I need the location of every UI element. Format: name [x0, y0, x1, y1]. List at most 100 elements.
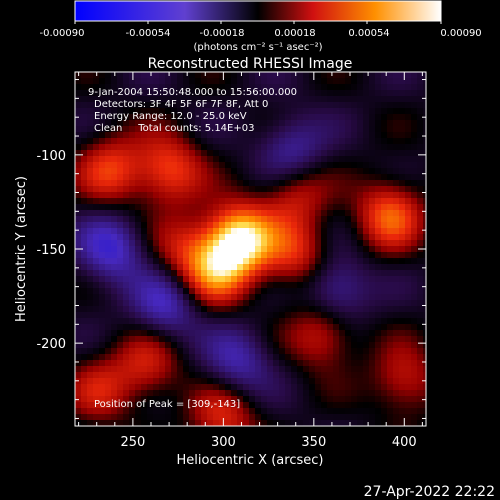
heatmap-cell: [177, 282, 184, 289]
heatmap-cell: [177, 276, 184, 283]
heatmap-cell: [243, 420, 250, 426]
heatmap-cell: [255, 210, 262, 217]
heatmap-cell: [183, 270, 190, 277]
heatmap-cell: [195, 306, 202, 313]
heatmap-cell: [105, 276, 112, 283]
heatmap-cell: [279, 378, 286, 385]
heatmap-cell: [147, 408, 154, 415]
heatmap-cell: [177, 240, 184, 247]
heatmap-cell: [357, 174, 364, 181]
heatmap-cell: [129, 138, 136, 145]
heatmap-cell: [399, 420, 406, 426]
heatmap-cell: [351, 150, 358, 157]
heatmap-cell: [201, 336, 208, 343]
heatmap-cell: [327, 156, 334, 163]
heatmap-cell: [153, 192, 160, 199]
heatmap-cell: [111, 390, 118, 397]
heatmap-cell: [225, 198, 232, 205]
heatmap-cell: [159, 186, 166, 193]
heatmap-cell: [339, 96, 346, 103]
heatmap-cell: [405, 342, 412, 349]
heatmap-cell: [135, 204, 142, 211]
heatmap-cell: [375, 288, 382, 295]
heatmap-cell: [243, 162, 250, 169]
heatmap-cell: [369, 102, 376, 109]
heatmap-cell: [231, 408, 238, 415]
heatmap-cell: [261, 168, 268, 175]
heatmap-cell: [237, 276, 244, 283]
heatmap-cell: [213, 96, 220, 103]
heatmap-cell: [123, 240, 130, 247]
heatmap-cell: [147, 324, 154, 331]
heatmap-cell: [423, 372, 426, 379]
heatmap-cell: [291, 384, 298, 391]
heatmap-cell: [339, 300, 346, 307]
heatmap-cell: [303, 186, 310, 193]
heatmap-cell: [225, 114, 232, 121]
heatmap-cell: [255, 228, 262, 235]
heatmap-cell: [189, 210, 196, 217]
heatmap-cell: [369, 72, 376, 79]
heatmap-cell: [213, 180, 220, 187]
heatmap-cell: [123, 180, 130, 187]
heatmap-cell: [393, 138, 400, 145]
heatmap-cell: [105, 360, 112, 367]
heatmap-cell: [165, 300, 172, 307]
heatmap-cell: [273, 414, 280, 421]
heatmap-cell: [159, 228, 166, 235]
heatmap-cell: [165, 378, 172, 385]
heatmap-cell: [399, 198, 406, 205]
heatmap-cell: [111, 192, 118, 199]
heatmap-cell: [231, 72, 238, 79]
heatmap-cell: [411, 396, 418, 403]
heatmap-cell: [135, 288, 142, 295]
heatmap-cell: [411, 282, 418, 289]
heatmap-cell: [345, 168, 352, 175]
heatmap-cell: [195, 264, 202, 271]
heatmap-cell: [153, 90, 160, 97]
heatmap-cell: [207, 228, 214, 235]
heatmap-cell: [207, 78, 214, 85]
heatmap-cell: [87, 414, 94, 421]
heatmap-cell: [219, 366, 226, 373]
heatmap-cell: [357, 186, 364, 193]
heatmap-cell: [219, 330, 226, 337]
heatmap-cell: [171, 84, 178, 91]
heatmap-cell: [87, 276, 94, 283]
heatmap-cell: [417, 270, 424, 277]
heatmap-cell: [357, 306, 364, 313]
heatmap-cell: [297, 180, 304, 187]
heatmap-cell: [381, 138, 388, 145]
heatmap-cell: [345, 210, 352, 217]
heatmap-cell: [327, 180, 334, 187]
heatmap-cell: [141, 420, 148, 426]
heatmap-cell: [255, 252, 262, 259]
heatmap-cell: [159, 150, 166, 157]
heatmap-cell: [153, 108, 160, 115]
y-tick-labels: -100 -150 -200: [36, 149, 66, 352]
heatmap-cell: [267, 252, 274, 259]
heatmap-cell: [189, 348, 196, 355]
heatmap-cell: [351, 330, 358, 337]
heatmap-cell: [93, 180, 100, 187]
heatmap-cell: [393, 234, 400, 241]
heatmap-cell: [393, 318, 400, 325]
heatmap-cell: [261, 372, 268, 379]
heatmap-cell: [399, 252, 406, 259]
heatmap-cell: [351, 348, 358, 355]
heatmap-cell: [369, 354, 376, 361]
heatmap-cell: [351, 354, 358, 361]
heatmap-cell: [303, 372, 310, 379]
heatmap-cell: [243, 408, 250, 415]
heatmap-cell: [291, 294, 298, 301]
heatmap-cell: [279, 270, 286, 277]
heatmap-cell: [147, 282, 154, 289]
heatmap-cell: [153, 420, 160, 426]
heatmap-cell: [213, 414, 220, 421]
heatmap-cell: [327, 246, 334, 253]
heatmap-cell: [327, 324, 334, 331]
heatmap-cell: [339, 222, 346, 229]
heatmap-cell: [117, 174, 124, 181]
heatmap-cell: [261, 156, 268, 163]
heatmap-cell: [345, 336, 352, 343]
